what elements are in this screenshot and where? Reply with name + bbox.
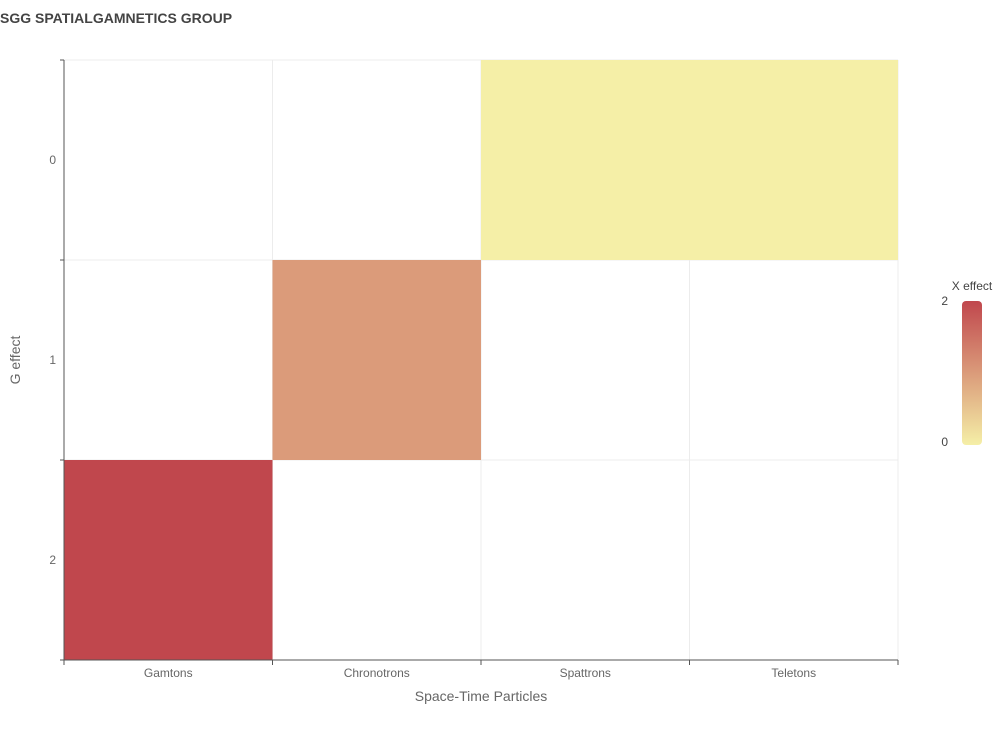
y-tick-labels: 0 1 2 [49,153,56,567]
legend-title: X effect [952,279,993,293]
heatmap-cell [689,60,898,260]
x-tick-label: Gamtons [144,666,193,680]
legend-min-label: 0 [941,435,948,449]
heatmap-cell [64,460,273,660]
y-axis-label: G effect [7,336,23,385]
heatmap-cell [272,260,481,460]
chart-title: SGG SPATIALGAMNETICS GROUP [0,10,233,26]
x-tick-labels: Gamtons Chronotrons Spattrons Teletons [144,666,816,680]
x-tick-label: Spattrons [560,666,611,680]
x-tick-label: Teletons [771,666,816,680]
y-tick-label: 0 [49,153,56,167]
x-axis-label: Space-Time Particles [415,688,548,704]
color-legend: X effect 2 0 [941,279,993,449]
legend-gradient-bar [962,301,982,445]
y-tick-label: 1 [49,353,56,367]
axes [60,59,899,665]
heatmap-cells [64,60,898,660]
x-tick-label: Chronotrons [344,666,410,680]
legend-max-label: 2 [941,294,948,308]
y-tick-label: 2 [49,553,56,567]
heatmap-cell [481,60,690,260]
